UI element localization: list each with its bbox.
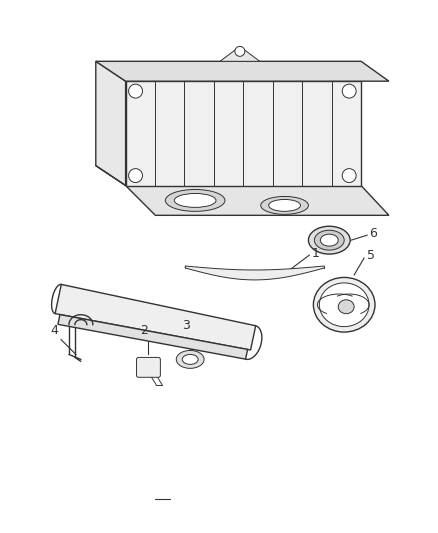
Circle shape: [129, 84, 142, 98]
Polygon shape: [126, 81, 361, 185]
Ellipse shape: [261, 197, 308, 214]
Polygon shape: [96, 61, 389, 81]
Ellipse shape: [338, 300, 354, 314]
Ellipse shape: [165, 190, 225, 212]
Text: 2: 2: [141, 324, 148, 336]
Text: 3: 3: [182, 319, 190, 332]
Polygon shape: [185, 266, 324, 280]
Circle shape: [129, 168, 142, 182]
Circle shape: [342, 168, 356, 182]
Text: 5: 5: [367, 248, 375, 262]
Ellipse shape: [176, 351, 204, 368]
Ellipse shape: [182, 354, 198, 365]
Ellipse shape: [314, 230, 344, 250]
Ellipse shape: [319, 283, 369, 327]
Ellipse shape: [174, 193, 216, 207]
Ellipse shape: [314, 278, 375, 332]
Circle shape: [235, 46, 245, 56]
Ellipse shape: [308, 226, 350, 254]
Polygon shape: [220, 46, 260, 61]
Ellipse shape: [268, 199, 300, 212]
Ellipse shape: [320, 234, 338, 246]
Polygon shape: [55, 285, 256, 350]
FancyBboxPatch shape: [137, 358, 160, 377]
Text: 6: 6: [369, 227, 377, 240]
Text: 4: 4: [50, 324, 58, 336]
Circle shape: [342, 84, 356, 98]
Polygon shape: [96, 61, 126, 185]
Polygon shape: [126, 185, 389, 215]
Polygon shape: [58, 314, 247, 359]
Text: 1: 1: [311, 247, 319, 260]
